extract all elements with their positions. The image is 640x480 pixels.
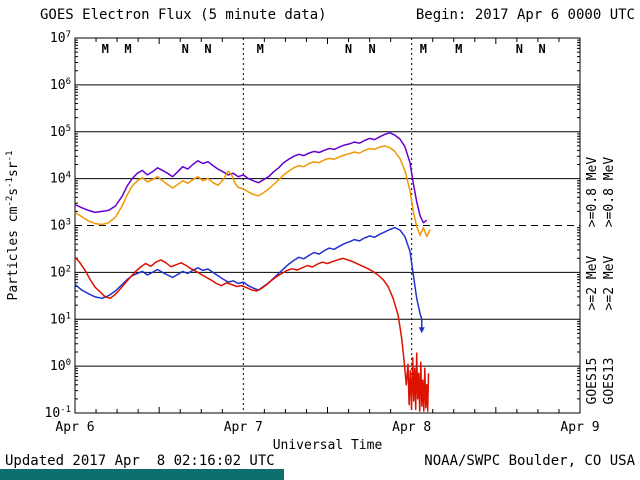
local-noon-marker: N	[516, 42, 523, 56]
x-tick-label: Apr 9	[560, 420, 599, 435]
y-tick-label: 102	[50, 264, 71, 280]
series-goes15-e08	[74, 132, 428, 224]
right-label-goes15: GOES15	[585, 358, 600, 405]
y-tick-label: 106	[50, 77, 71, 93]
begin-timestamp: Begin: 2017 Apr 6 0000 UTC	[415, 7, 635, 23]
right-label--2-mev: >=2 MeV	[585, 255, 600, 310]
y-tick-label: 104	[50, 171, 71, 187]
x-axis-title: Universal Time	[273, 438, 383, 453]
series-goes13-e2	[74, 256, 430, 412]
bottom-bar	[0, 469, 284, 480]
right-axis-labels: >=0.8 MeV >=0.8 MeV >=2 MeV >=2 MeV GOES15 GO…	[585, 157, 617, 405]
local-noon-marker: N	[182, 42, 189, 56]
y-tick-label: 100	[50, 358, 71, 374]
x-tick-label: Apr 7	[224, 420, 263, 435]
local-noon-marker: N	[345, 42, 352, 56]
x-tick-label: Apr 6	[55, 420, 94, 435]
right-label-goes13: GOES13	[602, 358, 617, 405]
local-noon-marker: N	[204, 42, 211, 56]
local-noon-marker: N	[368, 42, 375, 56]
y-tick-label: 105	[50, 124, 71, 140]
local-midnight-marker: M	[102, 42, 109, 56]
y-tick-label: 10-1	[45, 405, 72, 421]
right-label--0.8-mev: >=0.8 MeV	[602, 157, 617, 228]
series-goes15-e2	[74, 226, 423, 320]
y-tick-label: 101	[50, 311, 71, 327]
credit-label: NOAA/SWPC Boulder, CO USA	[424, 453, 635, 469]
local-noon-marker: N	[538, 42, 545, 56]
updated-timestamp: Updated 2017 Apr 8 02:16:02 UTC	[5, 453, 275, 469]
y-axis-title: Particles cm-2s-1sr-1	[5, 151, 21, 301]
offscale-arrowhead	[418, 327, 425, 334]
series-goes13-e08	[74, 145, 431, 238]
local-midnight-marker: M	[124, 42, 131, 56]
right-label--2-mev: >=2 MeV	[602, 255, 617, 310]
right-label--0.8-mev: >=0.8 MeV	[585, 157, 600, 228]
local-midnight-marker: M	[455, 42, 462, 56]
grid	[75, 38, 580, 413]
y-tick-label: 103	[50, 218, 71, 234]
local-midnight-marker: M	[420, 42, 427, 56]
local-midnight-marker: M	[257, 42, 264, 56]
y-tick-label: 107	[50, 30, 71, 46]
x-tick-label: Apr 8	[392, 420, 431, 435]
minor-ticks	[75, 38, 580, 413]
chart-title: GOES Electron Flux (5 minute data)	[40, 7, 327, 23]
y-axis-tick-labels: 107 106 105 104 103 102 101 100 10-1	[45, 30, 72, 421]
x-axis-tick-labels: Apr 6 Apr 7 Apr 8 Apr 9	[55, 420, 599, 435]
